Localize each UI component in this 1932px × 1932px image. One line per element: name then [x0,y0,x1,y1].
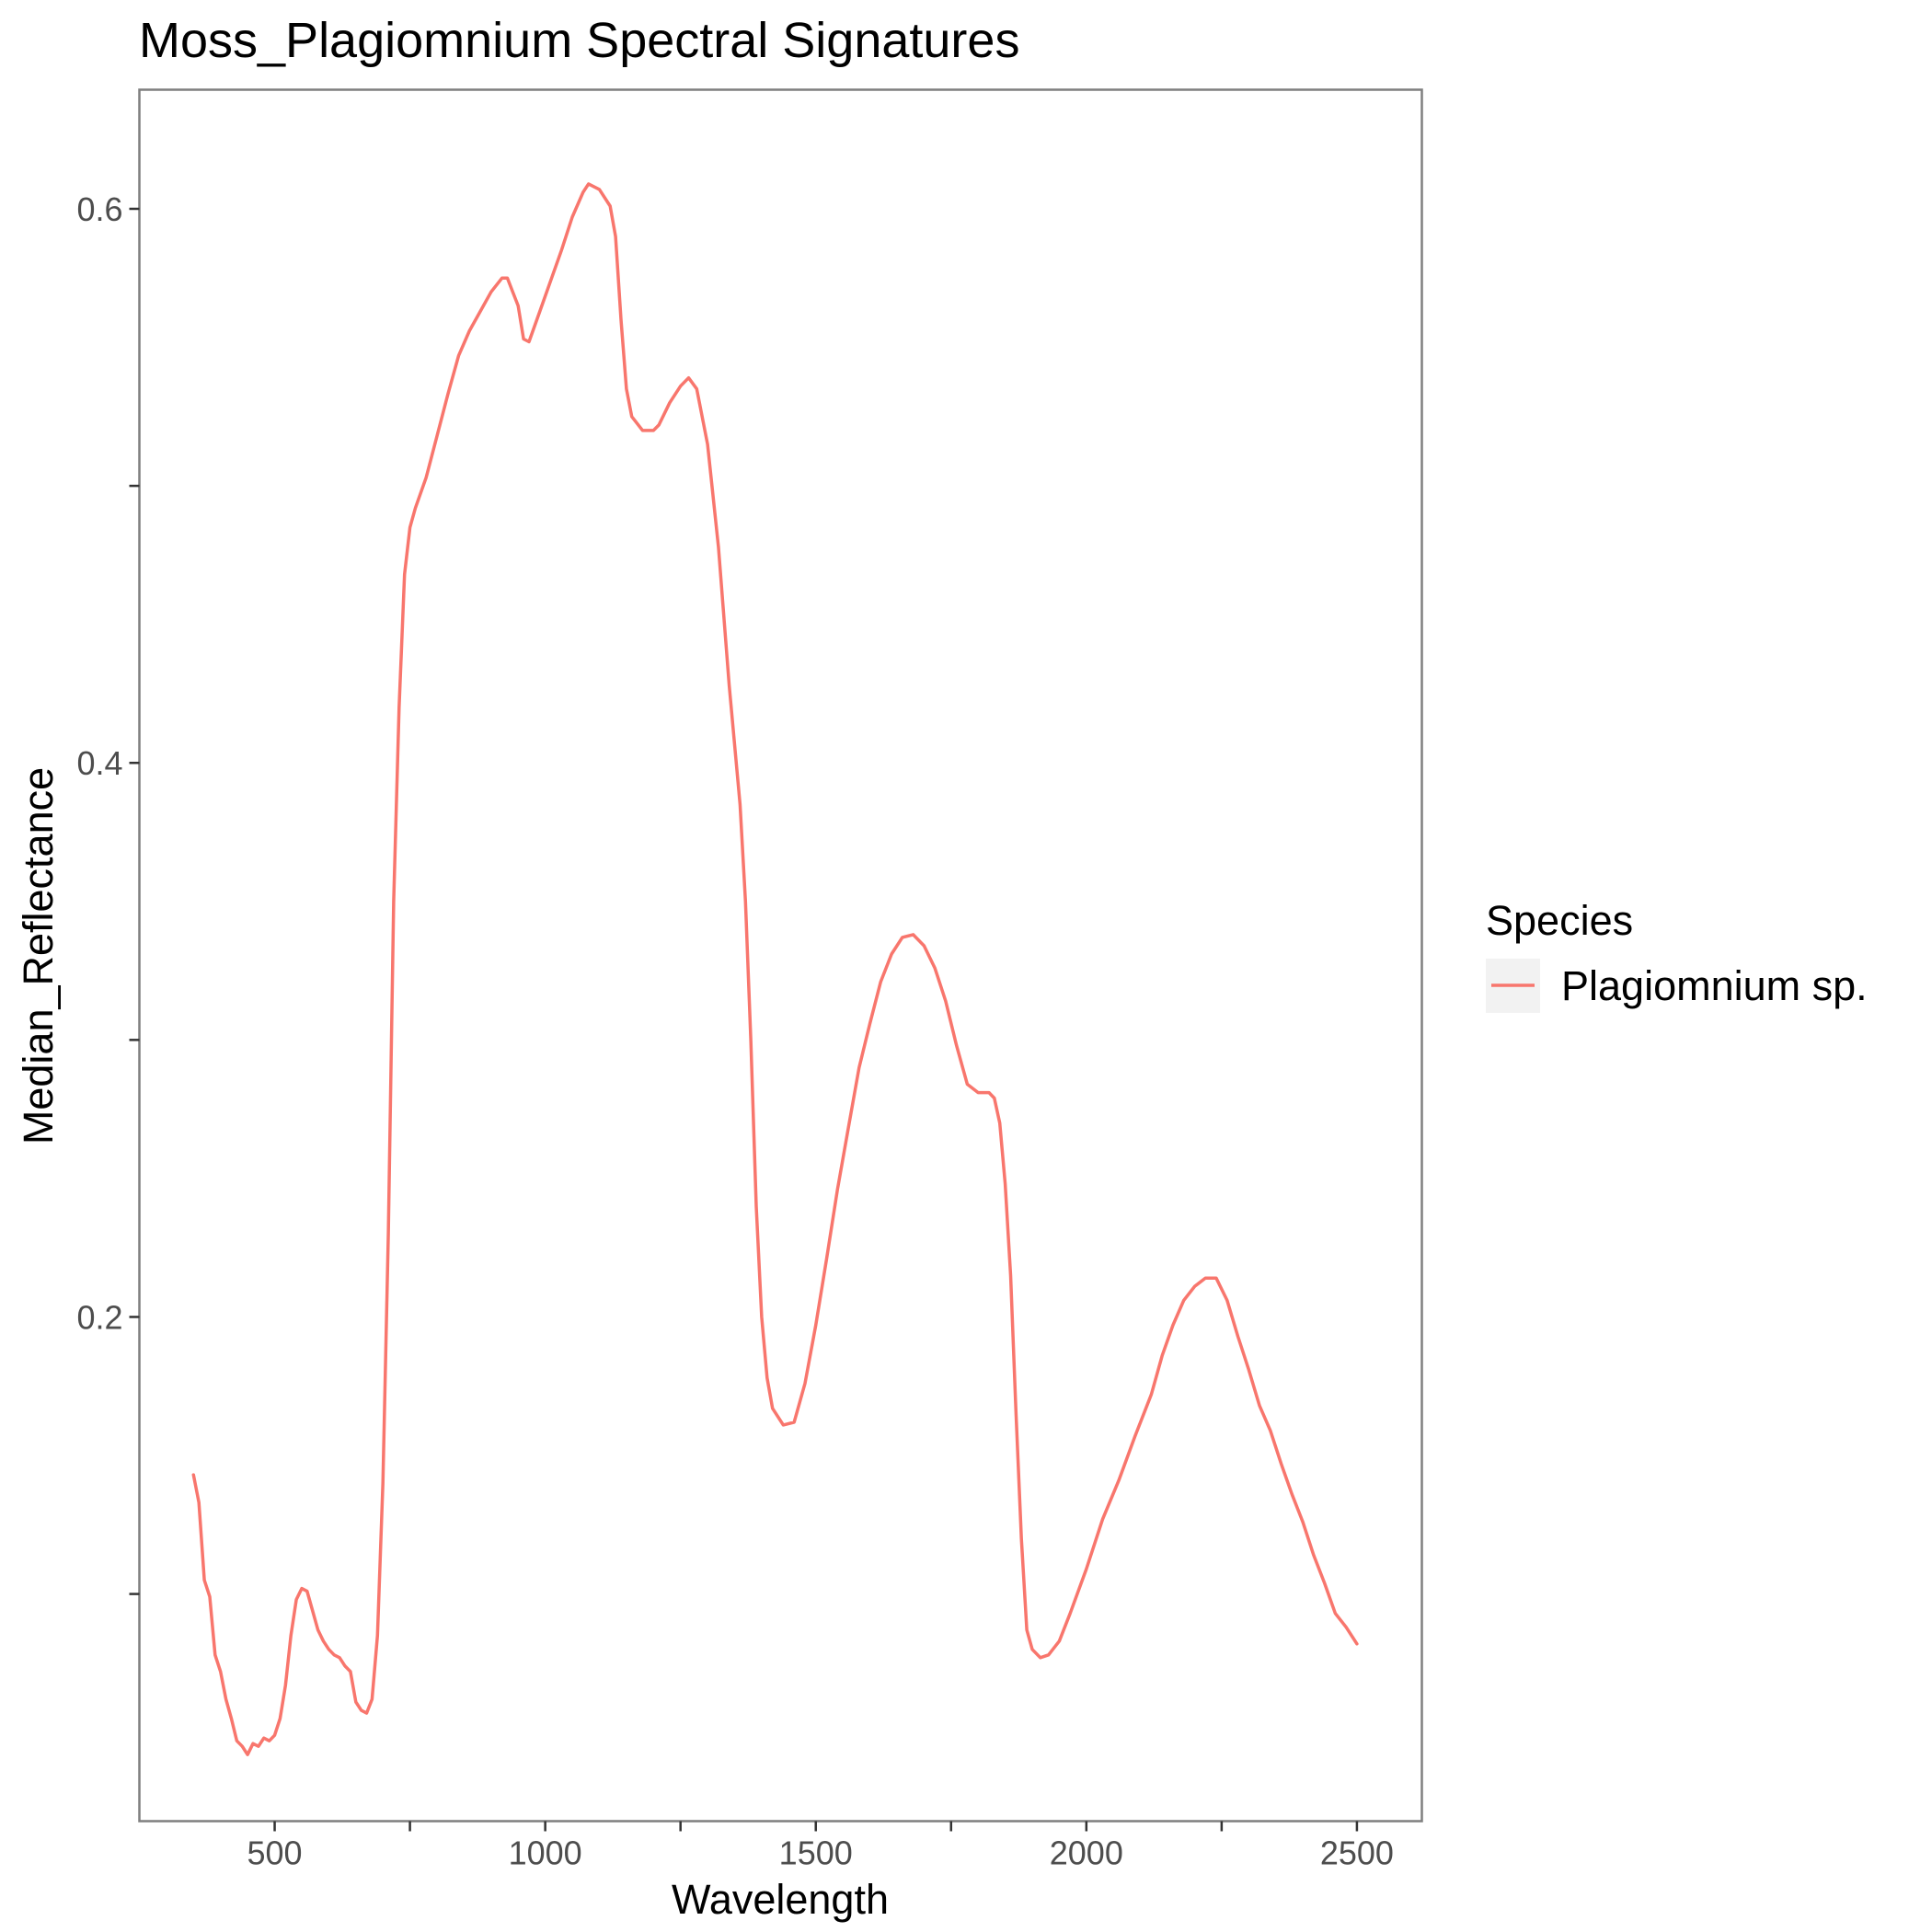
legend: Species Plagiomnium sp. [1486,897,1868,1013]
series-line-0 [191,182,1359,1756]
x-tick-label-2: 1500 [779,1834,853,1872]
legend-entry-plagiomnium: Plagiomnium sp. [1561,962,1868,1009]
y-tick-label-2: 0.6 [76,190,122,228]
chart-title: Moss_Plagiomnium Spectral Signatures [139,13,1019,68]
x-axis: 500 1000 1500 2000 2500 [247,1821,1394,1872]
x-axis-title: Wavelength [672,1876,889,1923]
x-tick-label-3: 2000 [1050,1834,1123,1872]
legend-title: Species [1486,897,1633,944]
y-axis-title: Median_Reflectance [15,767,62,1144]
x-tick-label-4: 2500 [1320,1834,1394,1872]
y-tick-label-1: 0.4 [76,744,122,782]
series-layer [191,182,1359,1756]
plot-panel [138,88,1423,1823]
x-tick-label-1: 1000 [509,1834,582,1872]
x-tick-label-0: 500 [247,1834,303,1872]
y-tick-label-0: 0.2 [76,1298,122,1336]
y-axis: 0.2 0.4 0.6 [76,190,140,1336]
minor-tick-marks [129,484,1224,1832]
